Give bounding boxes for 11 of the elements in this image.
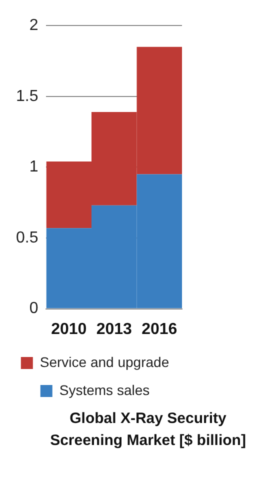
legend-label: Systems sales bbox=[59, 382, 150, 398]
legend-label: Service and upgrade bbox=[40, 354, 170, 370]
y-tick-label: 1.5 bbox=[16, 88, 38, 105]
x-tick-label: 2010 bbox=[51, 320, 87, 338]
y-tick-label: 0.5 bbox=[16, 229, 38, 246]
y-tick-label: 1 bbox=[29, 158, 38, 176]
x-tick-label: 2013 bbox=[96, 320, 132, 338]
x-tick-label: 2016 bbox=[142, 320, 178, 338]
text: Global X-Ray Security Screening Market [$ billion] bbox=[49, 409, 247, 451]
y-tick-label: 0 bbox=[29, 300, 38, 318]
y-tick-label: 2 bbox=[29, 17, 38, 34]
